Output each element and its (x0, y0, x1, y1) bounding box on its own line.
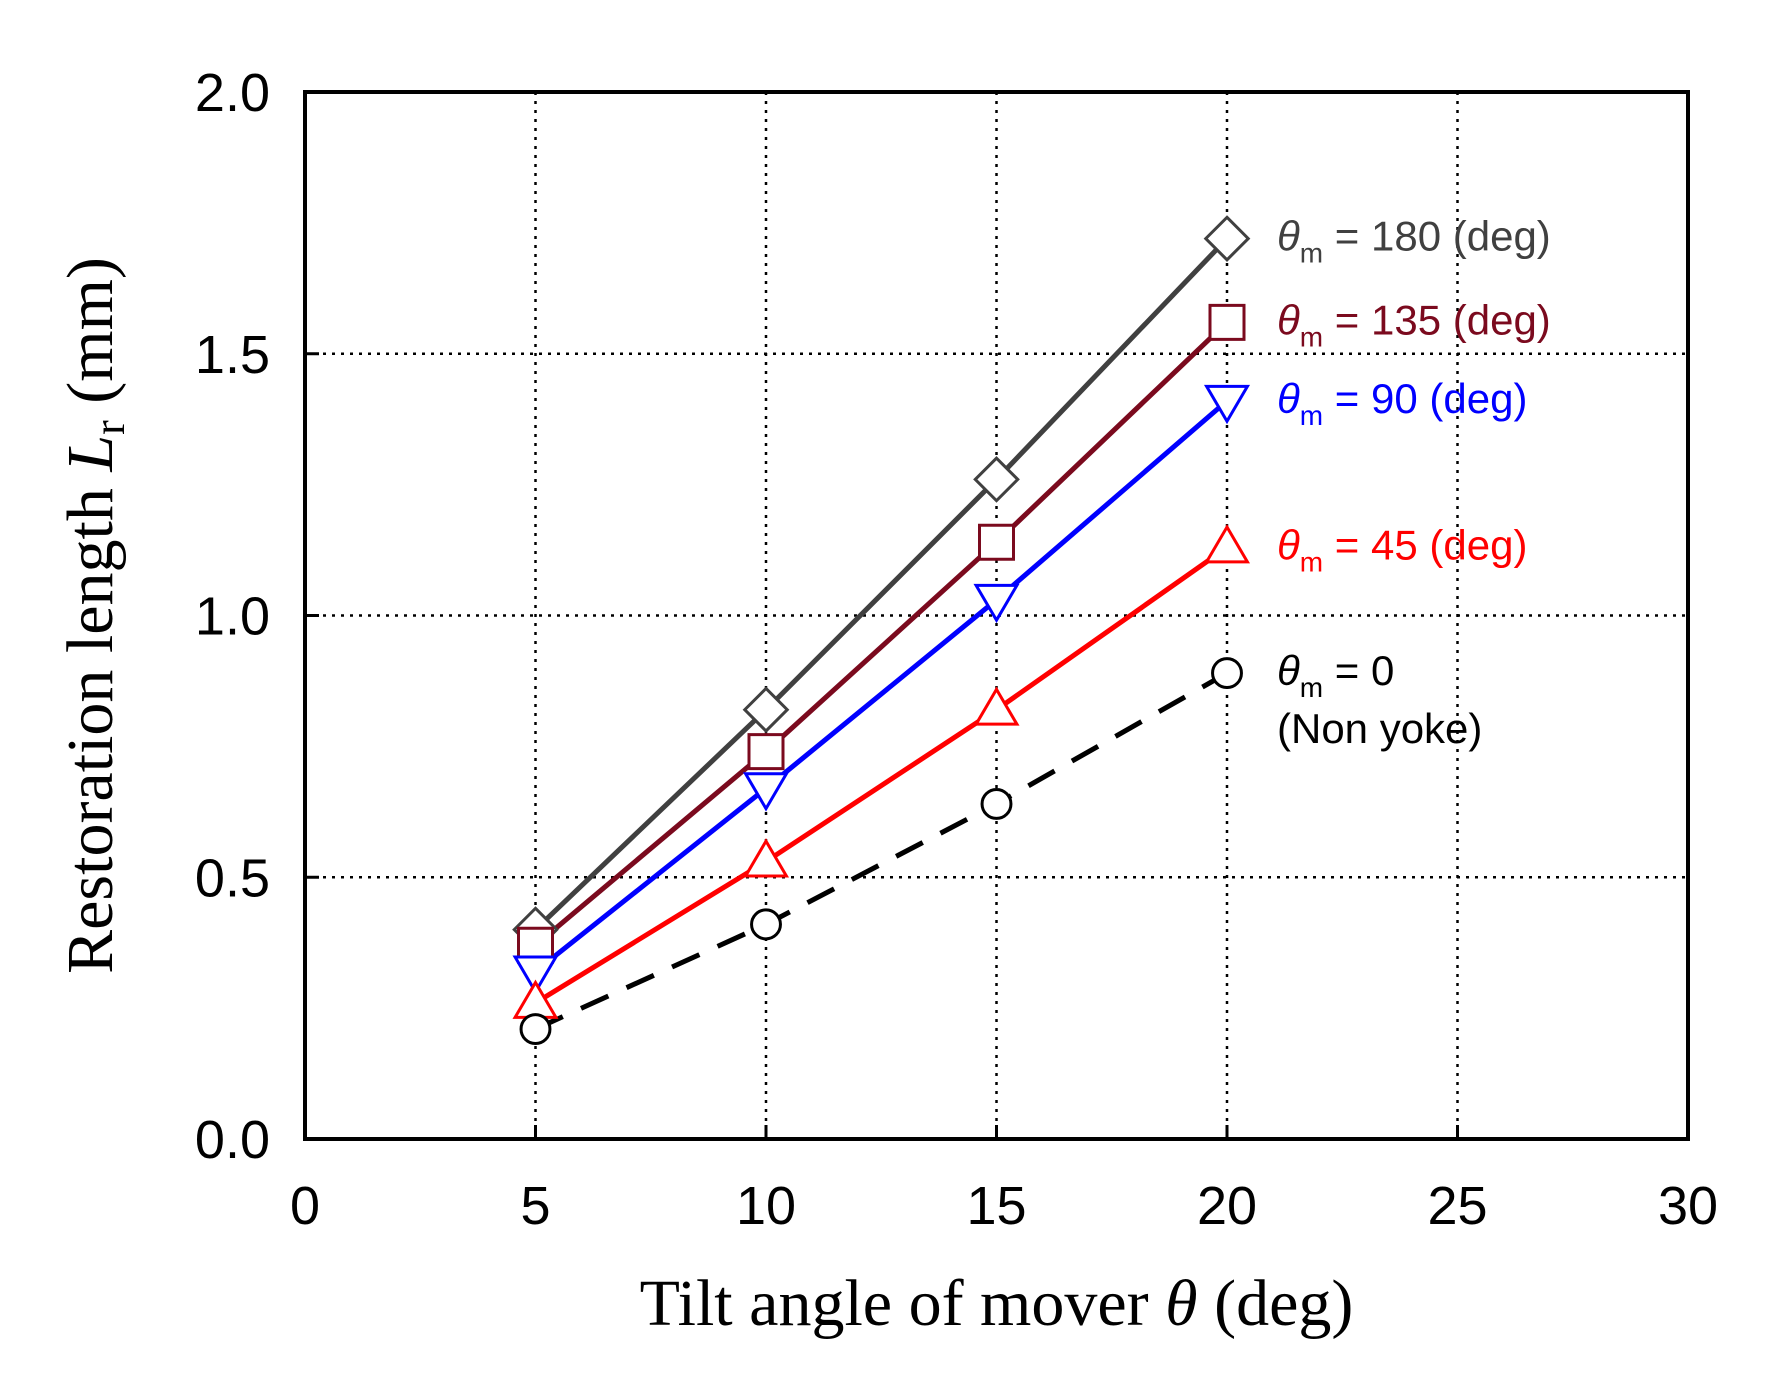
marker-diamond (1203, 215, 1251, 262)
marker-triangle-up (512, 979, 559, 1019)
x-tick-label: 10 (736, 1176, 796, 1236)
x-axis-title-symbol: θ (1165, 1267, 1197, 1340)
series-label-symbol: θ (1277, 647, 1300, 694)
marker-square (978, 523, 1015, 561)
series-lines (533, 236, 1229, 1032)
marker-triangle-up (1203, 524, 1251, 564)
axis-ticks: 0 5 10 15 20 25 30 0.0 0.5 1.0 1.5 2.0 (195, 63, 1718, 1236)
series-label-subscript: m (1300, 672, 1323, 703)
y-tick-label: 1.5 (195, 325, 270, 385)
series-label-symbol: θ (1277, 521, 1300, 568)
series-label-symbol: θ (1277, 296, 1300, 343)
marker-square (747, 733, 785, 771)
y-tick-label: 1.0 (195, 587, 270, 647)
series-line-0 (533, 236, 1229, 932)
x-axis-title: Tilt angle of mover θ (deg) (640, 1267, 1354, 1340)
y-axis-title-symbol: L (54, 435, 127, 473)
marker-diamond (742, 686, 790, 734)
x-tick-label: 0 (290, 1176, 320, 1236)
series-label-3: θm = 45 (deg) (1277, 521, 1527, 577)
series-label-text: = 0 (1323, 647, 1394, 694)
series-label-subscript: m (1300, 400, 1323, 431)
y-tick-label: 0.0 (195, 1110, 270, 1170)
series-label-subscript: m (1300, 238, 1323, 269)
series-line-4 (534, 670, 1229, 1032)
series-label-subscript: m (1300, 321, 1323, 352)
y-tick-label: 0.5 (195, 848, 270, 908)
marker-circle (1211, 657, 1243, 690)
x-axis-title-main: Tilt angle of mover (640, 1267, 1166, 1340)
x-tick-label: 15 (966, 1176, 1026, 1236)
series-label-line2: (Non yoke) (1277, 705, 1482, 752)
series-label-symbol: θ (1277, 213, 1300, 260)
y-axis-title-main: Restoration length (54, 472, 127, 974)
series-line-1 (533, 320, 1229, 948)
series-label-1: θm = 135 (deg) (1277, 296, 1551, 352)
series-label-2: θm = 90 (deg) (1277, 375, 1527, 431)
x-tick-label: 25 (1427, 1176, 1487, 1236)
x-tick-label: 20 (1197, 1176, 1257, 1236)
marker-square (1208, 303, 1246, 341)
x-tick-label: 5 (520, 1176, 550, 1236)
marker-diamond (973, 456, 1020, 503)
series-label-0: θm = 180 (deg) (1277, 213, 1551, 269)
series-label-symbol: θ (1277, 375, 1300, 422)
y-axis-title-unit: (mm) (54, 257, 127, 420)
series-line-3 (534, 545, 1229, 1006)
x-axis-title-unit: (deg) (1198, 1267, 1354, 1340)
series-label-text: = 90 (deg) (1323, 375, 1527, 422)
marker-triangle-down (742, 772, 790, 812)
series-markers (512, 215, 1251, 1046)
x-tick-label: 30 (1658, 1176, 1718, 1236)
marker-triangle-down (973, 583, 1020, 624)
y-tick-label: 2.0 (195, 63, 270, 123)
marker-triangle-up (973, 686, 1020, 726)
series-labels: θm = 180 (deg)θm = 135 (deg)θm = 90 (deg… (1277, 213, 1551, 753)
marker-triangle-down (1203, 384, 1251, 425)
marker-triangle-down (512, 955, 559, 995)
y-axis-title-subscript: r (85, 420, 134, 435)
marker-circle (519, 1013, 552, 1046)
marker-circle (750, 908, 782, 941)
series-label-text: = 135 (deg) (1323, 296, 1551, 343)
marker-triangle-up (742, 838, 790, 878)
series-label-text: = 180 (deg) (1323, 213, 1551, 260)
marker-circle (980, 788, 1013, 820)
series-label-text: = 45 (deg) (1323, 521, 1527, 568)
series-line-2 (533, 398, 1229, 974)
series-label-subscript: m (1300, 546, 1323, 577)
y-axis-title: Restoration length Lr (mm) (54, 257, 134, 974)
series-label-4: θm = 0 (1277, 647, 1394, 703)
